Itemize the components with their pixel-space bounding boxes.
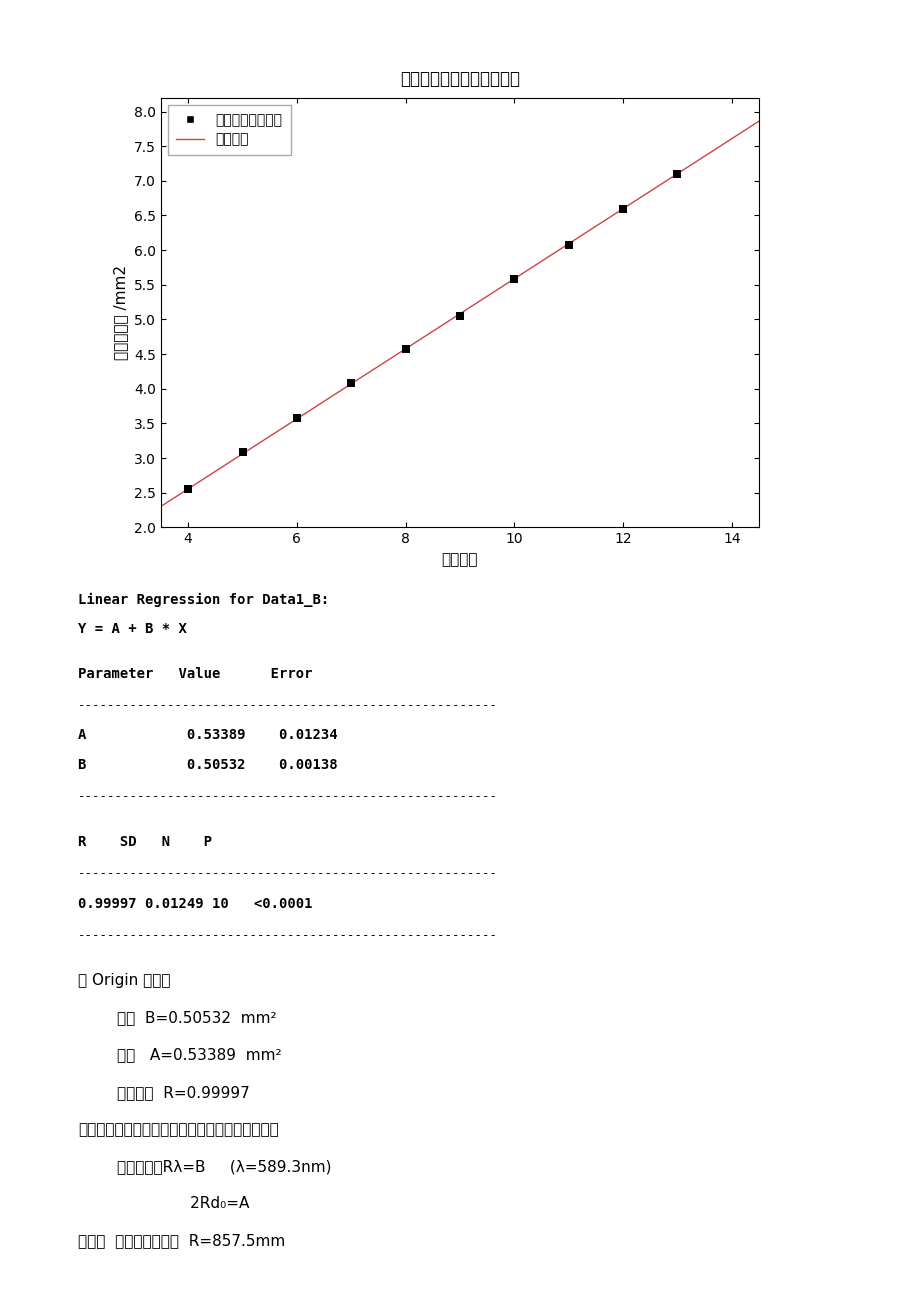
Text: --------------------------------------------------------: ----------------------------------------… <box>78 928 498 941</box>
Point <box>615 198 630 219</box>
Text: B            0.50532    0.00138: B 0.50532 0.00138 <box>78 758 337 772</box>
Legend: 实验测得的数据点, 直线拟合: 实验测得的数据点, 直线拟合 <box>168 104 290 155</box>
Text: 斜率  B=0.50532  mm²: 斜率 B=0.50532 mm² <box>78 1010 277 1026</box>
Text: 2Rd₀=A: 2Rd₀=A <box>78 1197 249 1211</box>
Point <box>289 408 304 428</box>
Point <box>561 234 575 255</box>
Text: A            0.53389    0.01234: A 0.53389 0.01234 <box>78 728 337 742</box>
Title: 半径平方关于环阶数的图像: 半径平方关于环阶数的图像 <box>400 70 519 87</box>
Text: --------------------------------------------------------: ----------------------------------------… <box>78 699 498 712</box>
Text: 截距   A=0.53389  mm²: 截距 A=0.53389 mm² <box>78 1048 281 1062</box>
Y-axis label: 半径的平方 /mm2: 半径的平方 /mm2 <box>113 266 129 359</box>
Point <box>181 479 196 500</box>
Text: --------------------------------------------------------: ----------------------------------------… <box>78 867 498 880</box>
Text: Linear Regression for Data1_B:: Linear Regression for Data1_B: <box>78 592 329 607</box>
Text: 可得到  透镜的曲率半径  R=857.5mm: 可得到 透镜的曲率半径 R=857.5mm <box>78 1233 285 1249</box>
Text: Y = A + B * X: Y = A + B * X <box>78 622 187 637</box>
Text: 相关系数  R=0.99997: 相关系数 R=0.99997 <box>78 1085 250 1100</box>
X-axis label: 环的阶数: 环的阶数 <box>441 552 478 566</box>
Text: Parameter   Value      Error: Parameter Value Error <box>78 667 312 681</box>
Text: R    SD   N    P: R SD N P <box>78 835 212 849</box>
Point <box>344 372 358 393</box>
Text: --------------------------------------------------------: ----------------------------------------… <box>78 790 498 803</box>
Point <box>235 443 250 464</box>
Point <box>506 268 521 289</box>
Text: 分析：整体可以看出实验得到的直线拟合度很高；: 分析：整体可以看出实验得到的直线拟合度很高； <box>78 1122 278 1137</box>
Point <box>669 164 684 185</box>
Point <box>452 306 467 327</box>
Text: 0.99997 0.01249 10   <0.0001: 0.99997 0.01249 10 <0.0001 <box>78 897 312 910</box>
Text: 代入公式：Rλ=B     (λ=589.3nm): 代入公式：Rλ=B (λ=589.3nm) <box>78 1159 332 1174</box>
Text: 由 Origin 测得：: 由 Origin 测得： <box>78 974 171 988</box>
Point <box>398 339 413 359</box>
